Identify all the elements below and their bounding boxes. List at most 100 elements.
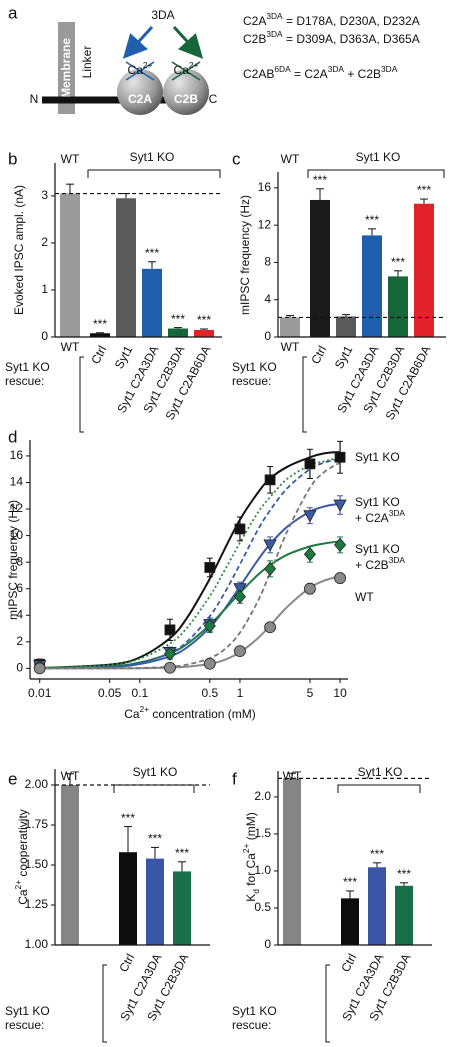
marker bbox=[233, 589, 246, 604]
marker bbox=[334, 537, 347, 553]
fit-curve bbox=[39, 502, 341, 670]
mutation-label: 3DA bbox=[151, 8, 174, 22]
ion-label-part: 2+ bbox=[143, 60, 153, 70]
y-axis-label: Kd for Ca2+ (mM) bbox=[241, 812, 261, 902]
equation-part: 6DA bbox=[274, 64, 291, 74]
x-tick-label: 0.1 bbox=[131, 686, 148, 700]
bar bbox=[362, 235, 382, 337]
row-label: Syt1 KO bbox=[232, 360, 277, 374]
group-label: Syt1 KO bbox=[358, 765, 403, 779]
y-tick-label: 2.00 bbox=[25, 777, 49, 791]
series-label: Syt1 KO bbox=[355, 495, 400, 509]
y-tick-label: 1.00 bbox=[25, 937, 49, 951]
y-axis-label-part: cooperativity bbox=[16, 809, 30, 880]
ion-label-part: Ca bbox=[128, 63, 144, 77]
control-label: WT bbox=[281, 152, 300, 166]
marker bbox=[203, 618, 216, 634]
bar bbox=[341, 898, 359, 945]
row-bracket bbox=[325, 964, 330, 1043]
series-label: WT bbox=[355, 590, 374, 604]
x-tick-label: 1 bbox=[237, 686, 244, 700]
series-label-part: + C2B bbox=[355, 558, 389, 572]
y-tick-label: 3 bbox=[41, 188, 48, 202]
control-label: WT bbox=[283, 769, 302, 783]
x-axis-label: Ca2+ concentration (mM) bbox=[124, 704, 256, 721]
x-tick-label: 5 bbox=[307, 686, 314, 700]
equation-part: 3DA bbox=[328, 64, 345, 74]
marker bbox=[33, 662, 46, 675]
ion-label: Ca2+ bbox=[128, 60, 153, 77]
significance: *** bbox=[343, 875, 357, 889]
x-tick-label: 10 bbox=[333, 686, 347, 700]
row-label: rescue: bbox=[5, 1018, 44, 1032]
y-tick-label: 0 bbox=[41, 329, 48, 343]
y-tick-label: 1.50 bbox=[25, 857, 49, 871]
marker bbox=[264, 621, 276, 634]
y-tick-label: 2.0 bbox=[254, 789, 271, 803]
x-tick-label: Ctrl bbox=[116, 951, 137, 974]
significance: *** bbox=[397, 867, 411, 881]
group-label: Syt1 KO bbox=[130, 150, 175, 164]
y-axis-label-part: 2+ bbox=[13, 880, 23, 890]
row-bracket bbox=[79, 356, 84, 433]
y-axis-label-part: for Ca bbox=[244, 853, 258, 889]
equation-part: C2A bbox=[243, 14, 266, 28]
bar bbox=[194, 329, 214, 337]
significance: *** bbox=[313, 173, 327, 187]
row-label: Syt1 KO bbox=[232, 1004, 277, 1018]
y-tick-label: 12 bbox=[10, 501, 24, 515]
significance: *** bbox=[197, 313, 211, 327]
y-tick-label: 1 bbox=[41, 282, 48, 296]
row-bracket bbox=[102, 964, 107, 1043]
y-tick-label: 1.5 bbox=[254, 826, 271, 840]
marker bbox=[234, 645, 246, 658]
bar bbox=[168, 328, 188, 337]
row-label: Syt1 KO bbox=[5, 1004, 50, 1018]
y-tick-label: 2 bbox=[16, 634, 23, 648]
y-axis-label: mIPSC frequency (Hz) bbox=[238, 195, 252, 315]
series-label: Syt1 KO bbox=[355, 450, 400, 464]
fit-curve bbox=[39, 456, 341, 669]
row-label: rescue: bbox=[5, 374, 44, 388]
marker bbox=[304, 582, 316, 595]
significance: *** bbox=[365, 213, 379, 227]
equation-part: + C2B bbox=[344, 67, 381, 81]
significance: *** bbox=[370, 847, 384, 861]
y-axis-label-part: Ca bbox=[16, 889, 30, 905]
marker bbox=[334, 572, 346, 584]
equation-part: = D178A, D230A, D232A bbox=[283, 14, 420, 28]
domain-label: C2A bbox=[128, 92, 152, 106]
group-bracket bbox=[307, 169, 445, 178]
bar bbox=[119, 852, 137, 945]
bar bbox=[142, 268, 162, 337]
significance: *** bbox=[417, 183, 431, 197]
marker bbox=[333, 499, 347, 512]
y-tick-label: 6 bbox=[16, 581, 23, 595]
equation-part: = C2A bbox=[291, 67, 328, 81]
equation-part: 3DA bbox=[266, 11, 283, 21]
fit-curve bbox=[39, 457, 341, 670]
membrane bbox=[58, 22, 75, 114]
y-tick-label: 0.5 bbox=[254, 900, 271, 914]
significance: *** bbox=[175, 846, 189, 860]
arrow bbox=[172, 25, 204, 59]
series-label-part: Syt1 KO bbox=[355, 542, 400, 556]
x-tick-label: Ctrl bbox=[308, 343, 329, 366]
series-label-part: WT bbox=[355, 590, 374, 604]
x-axis-label-part: 2+ bbox=[140, 704, 150, 714]
bar bbox=[283, 778, 301, 945]
y-tick-label: 0 bbox=[16, 661, 23, 675]
y-axis-label-part: Evoked IPSC ampl. (nA) bbox=[12, 185, 26, 315]
y-tick-label: 4 bbox=[16, 607, 23, 621]
fit-curve bbox=[39, 461, 341, 670]
linker-label: Linker bbox=[80, 46, 94, 79]
x-axis-label-part: concentration (mM) bbox=[149, 707, 256, 721]
x-tick-label: WT bbox=[281, 340, 300, 354]
c2b-domain bbox=[163, 69, 209, 115]
cross bbox=[125, 61, 155, 81]
y-axis-label: Ca2+ cooperativity bbox=[13, 809, 30, 905]
significance: *** bbox=[121, 811, 135, 825]
y-axis-label-part: 2+ bbox=[241, 843, 251, 853]
x-tick-label: Syt1 bbox=[112, 343, 136, 371]
series-label: + C2B3DA bbox=[355, 555, 405, 572]
